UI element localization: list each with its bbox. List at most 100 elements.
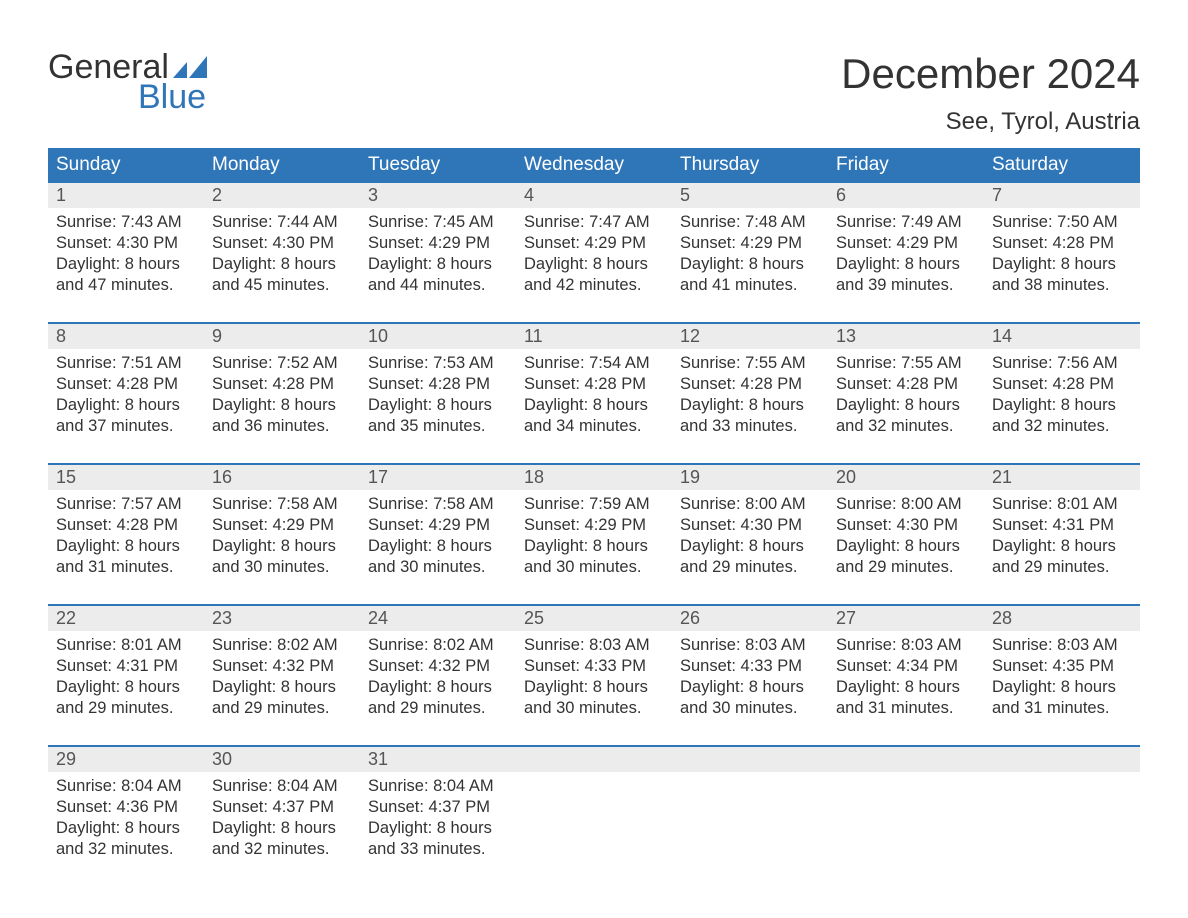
date-cell: 1 — [48, 183, 204, 208]
week-row: 22232425262728Sunrise: 8:01 AMSunset: 4:… — [48, 604, 1140, 727]
day-header: Monday — [204, 148, 360, 183]
date-cell: 27 — [828, 606, 984, 631]
body-row: Sunrise: 8:04 AMSunset: 4:36 PMDaylight:… — [48, 772, 1140, 868]
day-body-cell: Sunrise: 8:01 AMSunset: 4:31 PMDaylight:… — [48, 631, 204, 727]
date-cell: 3 — [360, 183, 516, 208]
sunset-text: Sunset: 4:28 PM — [992, 374, 1132, 395]
sunrise-text: Sunrise: 8:03 AM — [836, 635, 976, 656]
day-body-cell: Sunrise: 7:58 AMSunset: 4:29 PMDaylight:… — [204, 490, 360, 586]
sunrise-text: Sunrise: 7:47 AM — [524, 212, 664, 233]
day-body-cell: Sunrise: 8:04 AMSunset: 4:36 PMDaylight:… — [48, 772, 204, 868]
daylight-text: Daylight: 8 hours and 32 minutes. — [992, 395, 1132, 437]
sunset-text: Sunset: 4:29 PM — [368, 233, 508, 254]
sunrise-text: Sunrise: 7:49 AM — [836, 212, 976, 233]
day-header: Sunday — [48, 148, 204, 183]
date-cell: 8 — [48, 324, 204, 349]
sunset-text: Sunset: 4:30 PM — [680, 515, 820, 536]
daylight-text: Daylight: 8 hours and 29 minutes. — [992, 536, 1132, 578]
sunrise-text: Sunrise: 7:58 AM — [368, 494, 508, 515]
sunrise-text: Sunrise: 7:54 AM — [524, 353, 664, 374]
sunset-text: Sunset: 4:34 PM — [836, 656, 976, 677]
header: General Blue December 2024 See, Tyrol, A… — [48, 50, 1140, 136]
day-body-cell: Sunrise: 7:59 AMSunset: 4:29 PMDaylight:… — [516, 490, 672, 586]
day-body-cell: Sunrise: 7:54 AMSunset: 4:28 PMDaylight:… — [516, 349, 672, 445]
day-body-cell: Sunrise: 8:01 AMSunset: 4:31 PMDaylight:… — [984, 490, 1140, 586]
daylight-text: Daylight: 8 hours and 31 minutes. — [992, 677, 1132, 719]
day-body-cell: Sunrise: 7:55 AMSunset: 4:28 PMDaylight:… — [828, 349, 984, 445]
day-headers-row: Sunday Monday Tuesday Wednesday Thursday… — [48, 148, 1140, 183]
date-cell: 12 — [672, 324, 828, 349]
sunset-text: Sunset: 4:28 PM — [836, 374, 976, 395]
month-title: December 2024 — [841, 50, 1140, 98]
day-header: Saturday — [984, 148, 1140, 183]
date-cell: 13 — [828, 324, 984, 349]
day-body-cell: Sunrise: 8:03 AMSunset: 4:33 PMDaylight:… — [672, 631, 828, 727]
daylight-text: Daylight: 8 hours and 44 minutes. — [368, 254, 508, 296]
sunrise-text: Sunrise: 7:45 AM — [368, 212, 508, 233]
date-cell: 29 — [48, 747, 204, 772]
day-body-cell — [672, 772, 828, 868]
sunrise-text: Sunrise: 8:03 AM — [992, 635, 1132, 656]
date-cell: 2 — [204, 183, 360, 208]
date-cell: 28 — [984, 606, 1140, 631]
daylight-text: Daylight: 8 hours and 33 minutes. — [680, 395, 820, 437]
date-cell: 17 — [360, 465, 516, 490]
body-row: Sunrise: 7:57 AMSunset: 4:28 PMDaylight:… — [48, 490, 1140, 586]
sunrise-text: Sunrise: 8:00 AM — [680, 494, 820, 515]
daylight-text: Daylight: 8 hours and 31 minutes. — [836, 677, 976, 719]
sunrise-text: Sunrise: 8:01 AM — [992, 494, 1132, 515]
sunrise-text: Sunrise: 7:51 AM — [56, 353, 196, 374]
date-cell: 4 — [516, 183, 672, 208]
day-body-cell: Sunrise: 7:47 AMSunset: 4:29 PMDaylight:… — [516, 208, 672, 304]
brand-logo: General Blue — [48, 50, 207, 114]
sunrise-text: Sunrise: 7:48 AM — [680, 212, 820, 233]
day-body-cell: Sunrise: 7:55 AMSunset: 4:28 PMDaylight:… — [672, 349, 828, 445]
daylight-text: Daylight: 8 hours and 34 minutes. — [524, 395, 664, 437]
sunrise-text: Sunrise: 8:04 AM — [368, 776, 508, 797]
date-cell: 18 — [516, 465, 672, 490]
date-cell — [828, 747, 984, 772]
sunrise-text: Sunrise: 7:50 AM — [992, 212, 1132, 233]
day-body-cell: Sunrise: 8:00 AMSunset: 4:30 PMDaylight:… — [672, 490, 828, 586]
day-body-cell: Sunrise: 7:58 AMSunset: 4:29 PMDaylight:… — [360, 490, 516, 586]
sunset-text: Sunset: 4:31 PM — [992, 515, 1132, 536]
daylight-text: Daylight: 8 hours and 35 minutes. — [368, 395, 508, 437]
date-cell: 6 — [828, 183, 984, 208]
sunset-text: Sunset: 4:37 PM — [368, 797, 508, 818]
date-cell — [516, 747, 672, 772]
day-body-cell: Sunrise: 8:03 AMSunset: 4:34 PMDaylight:… — [828, 631, 984, 727]
daylight-text: Daylight: 8 hours and 30 minutes. — [368, 536, 508, 578]
daylight-text: Daylight: 8 hours and 36 minutes. — [212, 395, 352, 437]
sunrise-text: Sunrise: 7:53 AM — [368, 353, 508, 374]
daylight-text: Daylight: 8 hours and 30 minutes. — [212, 536, 352, 578]
sunset-text: Sunset: 4:28 PM — [212, 374, 352, 395]
sunset-text: Sunset: 4:29 PM — [524, 515, 664, 536]
sunset-text: Sunset: 4:30 PM — [212, 233, 352, 254]
day-body-cell: Sunrise: 7:53 AMSunset: 4:28 PMDaylight:… — [360, 349, 516, 445]
week-row: 891011121314Sunrise: 7:51 AMSunset: 4:28… — [48, 322, 1140, 445]
day-body-cell: Sunrise: 8:00 AMSunset: 4:30 PMDaylight:… — [828, 490, 984, 586]
day-body-cell: Sunrise: 7:57 AMSunset: 4:28 PMDaylight:… — [48, 490, 204, 586]
dates-row: 293031 — [48, 747, 1140, 772]
date-cell — [984, 747, 1140, 772]
sunset-text: Sunset: 4:33 PM — [680, 656, 820, 677]
daylight-text: Daylight: 8 hours and 32 minutes. — [212, 818, 352, 860]
daylight-text: Daylight: 8 hours and 31 minutes. — [56, 536, 196, 578]
day-body-cell: Sunrise: 7:51 AMSunset: 4:28 PMDaylight:… — [48, 349, 204, 445]
sunrise-text: Sunrise: 7:43 AM — [56, 212, 196, 233]
daylight-text: Daylight: 8 hours and 47 minutes. — [56, 254, 196, 296]
sunset-text: Sunset: 4:29 PM — [680, 233, 820, 254]
date-cell: 30 — [204, 747, 360, 772]
sunset-text: Sunset: 4:30 PM — [836, 515, 976, 536]
sunset-text: Sunset: 4:31 PM — [56, 656, 196, 677]
day-body-cell: Sunrise: 8:03 AMSunset: 4:35 PMDaylight:… — [984, 631, 1140, 727]
sunset-text: Sunset: 4:29 PM — [368, 515, 508, 536]
daylight-text: Daylight: 8 hours and 29 minutes. — [836, 536, 976, 578]
sunset-text: Sunset: 4:28 PM — [368, 374, 508, 395]
week-row: 293031Sunrise: 8:04 AMSunset: 4:36 PMDay… — [48, 745, 1140, 868]
day-header: Tuesday — [360, 148, 516, 183]
sunset-text: Sunset: 4:28 PM — [56, 374, 196, 395]
daylight-text: Daylight: 8 hours and 37 minutes. — [56, 395, 196, 437]
date-cell: 23 — [204, 606, 360, 631]
sunrise-text: Sunrise: 8:03 AM — [524, 635, 664, 656]
